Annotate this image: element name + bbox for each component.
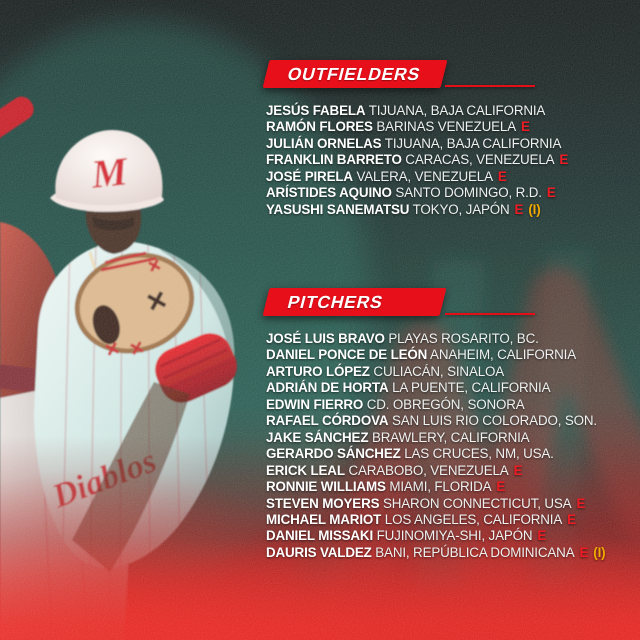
foreign-player-marker: E bbox=[496, 479, 506, 495]
player-name: JAKE SÁNCHEZ bbox=[266, 429, 369, 445]
foreign-player-marker: E bbox=[567, 511, 576, 527]
outfielders-header: OUTFIELDERS bbox=[262, 60, 638, 88]
player-name: YASUSHI SANEMATSU bbox=[266, 201, 410, 217]
header-underline bbox=[445, 312, 535, 315]
player-origin: BANI, REPÚBLICA DOMINICANA bbox=[375, 544, 575, 560]
section-pitchers: PITCHERS JOSÉ LUIS BRAVO PLAYAS ROSARITO… bbox=[262, 288, 638, 561]
player-origin: SHARON CONNECTICUT, USA bbox=[382, 495, 572, 511]
player-name: GERARDO SÁNCHEZ bbox=[266, 446, 401, 462]
import-player-marker: (I) bbox=[593, 544, 606, 560]
foreign-player-marker: E bbox=[497, 168, 507, 184]
section-title: OUTFIELDERS bbox=[285, 64, 423, 84]
player-row: GERARDO SÁNCHEZ LAS CRUCES, NM, USA. bbox=[266, 446, 638, 462]
player-row: ADRIÁN DE HORTA LA PUENTE, CALIFORNIA bbox=[266, 380, 638, 396]
player-name: DAURIS VALDEZ bbox=[266, 544, 372, 560]
player-origin: LAS CRUCES, NM, USA. bbox=[404, 446, 554, 462]
player-name: RONNIE WILLIAMS bbox=[266, 479, 386, 495]
player-origin: TOKYO, JAPÓN bbox=[412, 201, 510, 217]
player-origin: TIJUANA, BAJA CALIFORNIA bbox=[384, 135, 562, 151]
outfielders-header-tag: OUTFIELDERS bbox=[262, 60, 448, 88]
foreign-player-marker: E bbox=[579, 544, 589, 560]
player-origin: FUJINOMIYA-SHI, JAPÓN bbox=[376, 528, 533, 544]
player-origin: MIAMI, FLORIDA bbox=[389, 479, 492, 495]
player-origin: BARINAS VENEZUELA bbox=[376, 119, 516, 135]
player-row: DAURIS VALDEZ BANI, REPÚBLICA DOMINICANA… bbox=[266, 545, 638, 561]
player-name: ADRIÁN DE HORTA bbox=[266, 380, 389, 396]
foreign-player-marker: E bbox=[576, 495, 586, 511]
player-origin: VALERA, VENEZUELA bbox=[356, 168, 493, 184]
player-name: JOSÉ PIRELA bbox=[266, 168, 353, 184]
player-row: FRANKLIN BARRETO CARACAS, VENEZUELA E bbox=[266, 152, 638, 168]
player-origin: CD. OBREGÓN, SONORA bbox=[366, 396, 525, 412]
player-name: ARTURO LÓPEZ bbox=[266, 363, 370, 379]
player-name: RAMÓN FLORES bbox=[266, 119, 373, 135]
foreign-player-marker: E bbox=[520, 119, 530, 135]
outfielders-list: JESÚS FABELA TIJUANA, BAJA CALIFORNIA RAM… bbox=[266, 103, 638, 218]
player-origin: ANAHEIM, CALIFORNIA bbox=[430, 347, 576, 363]
player-origin: CULIACÁN, SINALOA bbox=[373, 363, 505, 379]
player-row: DANIEL PONCE DE LEÓN ANAHEIM, CALIFORNIA bbox=[266, 347, 638, 363]
pitchers-header-tag: PITCHERS bbox=[262, 288, 447, 316]
section-outfielders: OUTFIELDERS JESÚS FABELA TIJUANA, BAJA C… bbox=[262, 60, 638, 218]
pitchers-header: PITCHERS bbox=[262, 288, 638, 316]
foreign-player-marker: E bbox=[513, 462, 523, 478]
player-name: DANIEL PONCE DE LEÓN bbox=[266, 347, 428, 363]
player-row: DANIEL MISSAKI FUJINOMIYA-SHI, JAPÓN E bbox=[266, 528, 638, 544]
section-title: PITCHERS bbox=[285, 292, 386, 312]
player-origin: BRAWLERY, CALIFORNIA bbox=[371, 429, 530, 445]
player-name: STEVEN MOYERS bbox=[266, 495, 380, 511]
foreign-player-marker: E bbox=[559, 152, 569, 168]
player-name: MICHAEL MARIOT bbox=[266, 511, 382, 527]
foreign-player-marker: E bbox=[546, 185, 556, 201]
player-name: ARÍSTIDES AQUINO bbox=[266, 185, 392, 201]
import-player-marker: (I) bbox=[528, 201, 541, 217]
player-row: RONNIE WILLIAMS MIAMI, FLORIDA E bbox=[266, 479, 638, 495]
player-origin: PLAYAS ROSARITO, BC. bbox=[388, 331, 539, 346]
player-row: ARTURO LÓPEZ CULIACÁN, SINALOA bbox=[266, 364, 638, 380]
player-row: YASUSHI SANEMATSU TOKYO, JAPÓN E (I) bbox=[266, 202, 638, 218]
header-underline bbox=[445, 84, 535, 87]
foreign-player-marker: E bbox=[514, 201, 524, 217]
player-name: ERICK LEAL bbox=[266, 462, 345, 478]
player-origin: LA PUENTE, CALIFORNIA bbox=[392, 380, 551, 396]
player-row: RAMÓN FLORES BARINAS VENEZUELA E bbox=[266, 119, 638, 135]
player-origin: TIJUANA, BAJA CALIFORNIA bbox=[368, 103, 546, 118]
player-row: ARÍSTIDES AQUINO SANTO DOMINGO, R.D. E bbox=[266, 185, 638, 201]
player-row: JESÚS FABELA TIJUANA, BAJA CALIFORNIA bbox=[266, 103, 638, 119]
player-row: JOSÉ PIRELA VALERA, VENEZUELA E bbox=[266, 169, 638, 185]
player-name: RAFAEL CÓRDOVA bbox=[266, 413, 389, 429]
player-row: EDWIN FIERRO CD. OBREGÓN, SONORA bbox=[266, 397, 638, 413]
player-name: JESÚS FABELA bbox=[266, 103, 366, 118]
player-row: JAKE SÁNCHEZ BRAWLERY, CALIFORNIA bbox=[266, 430, 638, 446]
player-name: DANIEL MISSAKI bbox=[266, 528, 374, 544]
player-origin: SAN LUIS RIO COLORADO, SON. bbox=[391, 413, 598, 429]
player-origin: LOS ANGELES, CALIFORNIA bbox=[384, 511, 563, 527]
player-row: JULIÁN ORNELAS TIJUANA, BAJA CALIFORNIA bbox=[266, 136, 638, 152]
player-row: RAFAEL CÓRDOVA SAN LUIS RIO COLORADO, SO… bbox=[266, 413, 638, 429]
player-row: MICHAEL MARIOT LOS ANGELES, CALIFORNIA E bbox=[266, 512, 638, 528]
foreign-player-marker: E bbox=[537, 528, 547, 544]
player-row: ERICK LEAL CARABOBO, VENEZUELA E bbox=[266, 463, 638, 479]
player-name: JOSÉ LUIS BRAVO bbox=[266, 331, 385, 346]
player-origin: CARACAS, VENEZUELA bbox=[405, 152, 555, 168]
player-row: STEVEN MOYERS SHARON CONNECTICUT, USA E bbox=[266, 496, 638, 512]
player-name: JULIÁN ORNELAS bbox=[266, 135, 382, 151]
player-origin: SANTO DOMINGO, R.D. bbox=[395, 185, 542, 201]
player-origin: CARABOBO, VENEZUELA bbox=[348, 462, 509, 478]
player-name: EDWIN FIERRO bbox=[266, 396, 364, 412]
player-name: FRANKLIN BARRETO bbox=[266, 152, 402, 168]
pitchers-list: JOSÉ LUIS BRAVO PLAYAS ROSARITO, BC. DANI… bbox=[266, 331, 638, 561]
player-row: JOSÉ LUIS BRAVO PLAYAS ROSARITO, BC. bbox=[266, 331, 638, 347]
